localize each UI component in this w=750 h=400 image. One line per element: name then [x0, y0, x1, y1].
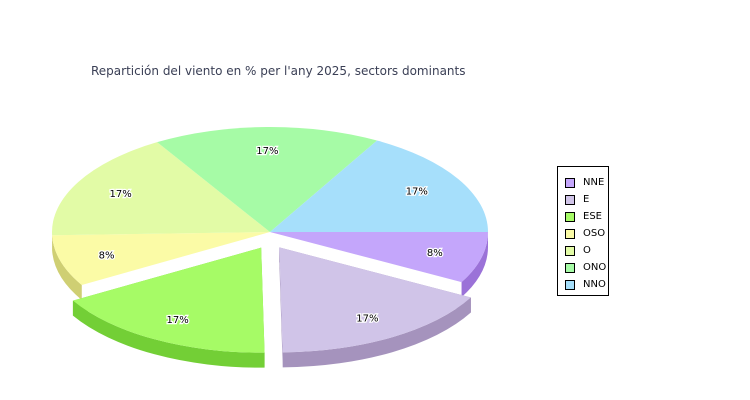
pie-label-ese: 17%	[167, 315, 189, 326]
legend-item-o: O	[558, 242, 608, 259]
pie-slice-nne	[270, 232, 488, 283]
legend-swatch	[565, 177, 575, 188]
legend-swatch	[565, 245, 575, 256]
pie-label-nno: 17%	[406, 187, 428, 198]
pie-label-o: 17%	[109, 189, 131, 200]
pie-slice-nno	[270, 140, 488, 232]
legend-label: O	[583, 244, 591, 256]
pie-slice-e	[279, 247, 471, 353]
pie-side-ese	[72, 300, 265, 368]
legend-swatch	[565, 211, 575, 222]
pie-slice-ese	[72, 247, 265, 353]
legend-label: OSO	[583, 227, 606, 239]
legend-item-e: E	[558, 191, 608, 208]
legend-swatch	[565, 262, 575, 273]
legend-label: NNO	[583, 278, 606, 290]
legend-item-ese: ESE	[558, 208, 608, 225]
pie-slice-o	[52, 142, 271, 236]
pie-slice-oso	[52, 232, 270, 285]
pie-slice-ono	[157, 127, 378, 232]
pie-label-oso: 8%	[99, 251, 115, 262]
pie-side-e	[282, 297, 471, 368]
pie-side-oso	[52, 235, 82, 300]
legend-item-nne: NNE	[558, 174, 608, 191]
legend-label: ESE	[583, 210, 602, 222]
chart-legend: NNE E ESE OSO O ONO NNO	[557, 166, 609, 296]
legend-label: NNE	[583, 176, 605, 188]
legend-item-nno: NNO	[558, 276, 608, 293]
chart-title: Repartición del viento en % per l'any 20…	[91, 64, 466, 78]
legend-swatch	[565, 228, 575, 239]
pie-label-nne: 8%	[427, 248, 443, 259]
legend-label: E	[583, 193, 590, 205]
legend-label: ONO	[583, 261, 607, 273]
pie-label-e: 17%	[356, 313, 378, 324]
legend-item-oso: OSO	[558, 225, 608, 242]
pie-label-ono: 17%	[256, 146, 278, 157]
legend-swatch	[565, 194, 575, 205]
pie-cut-face-e-1	[279, 247, 283, 368]
legend-item-ono: ONO	[558, 259, 608, 276]
legend-swatch	[565, 279, 575, 290]
pie-side-nne	[461, 232, 488, 298]
